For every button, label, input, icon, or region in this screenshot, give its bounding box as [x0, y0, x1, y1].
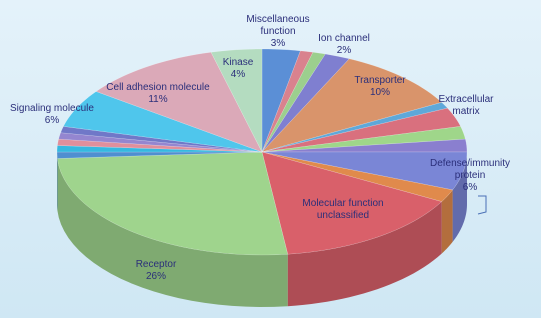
- value-label: 2%: [336, 45, 352, 56]
- category-label: Signaling molecule: [10, 103, 94, 114]
- category-label: Transporter: [354, 75, 406, 86]
- slice-label: Receptor 26%: [121, 259, 191, 283]
- slice-label: Kinase 4%: [213, 57, 263, 81]
- leader-line: [477, 195, 487, 215]
- slice: [261, 151, 468, 191]
- slice: [60, 126, 263, 153]
- value-label: 3%: [270, 38, 286, 49]
- slice: [261, 51, 326, 153]
- category-label: Receptor: [135, 259, 177, 270]
- slice-label: Transporter 10%: [345, 75, 415, 99]
- value-label: 6%: [44, 115, 60, 126]
- category-label: Kinase: [222, 57, 254, 68]
- value-label: 10%: [369, 87, 390, 98]
- slice-side: [441, 189, 453, 254]
- value-label: 4%: [230, 69, 246, 80]
- slice: [261, 151, 454, 202]
- slice-label: Extracellular matrix: [431, 94, 501, 118]
- slice: [56, 145, 263, 153]
- category-label: Ion channel: [318, 33, 370, 44]
- slice: [261, 151, 443, 255]
- slice: [95, 51, 263, 153]
- slice: [261, 58, 443, 153]
- slice: [58, 132, 263, 153]
- slice-label: Signaling molecule 6%: [2, 103, 102, 127]
- category-label: Extracellular matrix: [438, 94, 494, 117]
- value-label: 6%: [462, 182, 478, 193]
- slice: [210, 48, 263, 153]
- slice: [261, 102, 448, 153]
- slice-label: Cell adhesion molecule 11%: [93, 82, 223, 106]
- category-label: Defense/immunity protein: [430, 158, 511, 181]
- slice: [261, 126, 466, 153]
- slice-side: [57, 158, 288, 307]
- slice: [261, 107, 461, 153]
- slice: [57, 151, 289, 256]
- value-label: 26%: [145, 271, 166, 282]
- category-label: Molecular function unclassified: [302, 198, 384, 221]
- slice: [261, 53, 350, 153]
- slice-label: Miscellaneous function 3%: [238, 14, 318, 50]
- category-label: Miscellaneous function: [246, 14, 310, 37]
- slice-label: Molecular function unclassified: [298, 198, 388, 222]
- slice: [261, 50, 314, 153]
- value-label: 11%: [148, 94, 168, 105]
- slice-label: Ion channel 2%: [309, 33, 379, 57]
- slice: [63, 91, 263, 153]
- slice: [57, 138, 263, 153]
- slice-label: Defense/immunity protein 6%: [430, 158, 510, 194]
- slice-side: [287, 201, 442, 307]
- category-label: Cell adhesion molecule: [106, 82, 210, 93]
- slice: [261, 48, 301, 153]
- slice-side: [452, 152, 467, 242]
